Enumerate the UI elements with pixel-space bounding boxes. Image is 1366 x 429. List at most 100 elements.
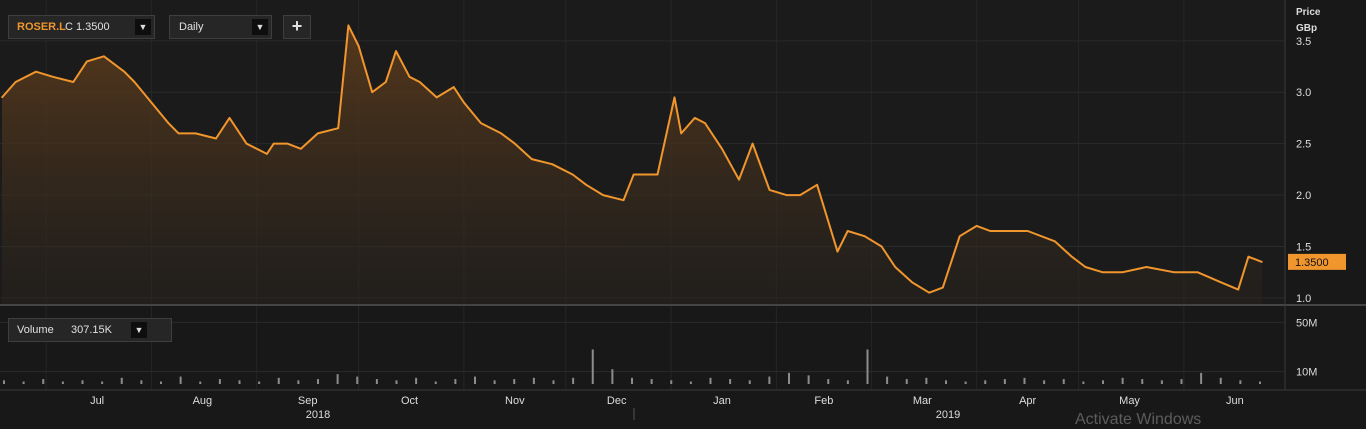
volume-bar	[297, 380, 300, 384]
x-tick-label: Apr	[1019, 395, 1036, 407]
price-point	[656, 173, 659, 176]
price-axis-title: Price	[1296, 7, 1321, 18]
price-point	[975, 225, 978, 227]
volume-bar	[356, 376, 359, 384]
price-point	[1220, 281, 1223, 284]
price-point	[1006, 230, 1009, 232]
price-tick-label: 1.0	[1296, 293, 1311, 305]
price-point	[514, 142, 516, 145]
price-point	[880, 245, 883, 248]
price-point	[816, 183, 818, 186]
price-point	[785, 194, 788, 196]
volume-bar	[709, 377, 712, 384]
volume-bar	[886, 376, 889, 384]
price-point	[286, 142, 289, 145]
volume-bar	[81, 380, 84, 384]
price-point	[347, 24, 350, 27]
symbol-label: ROSER.L	[17, 21, 66, 33]
volume-bar	[375, 379, 378, 384]
volume-bar	[258, 381, 261, 384]
price-point	[86, 60, 88, 63]
volume-bar	[336, 374, 339, 384]
price-point	[958, 235, 961, 237]
volume-bar	[1239, 380, 1242, 384]
volume-bar	[788, 372, 790, 384]
price-point	[35, 70, 37, 73]
volume-bar	[631, 377, 633, 384]
price-point	[395, 50, 397, 52]
volume-bar	[1062, 379, 1065, 384]
price-tick-label: 3.0	[1296, 87, 1311, 99]
x-tick-label: Feb	[814, 395, 833, 407]
symbol-select[interactable]: ROSER.L C 1.3500 ▼	[8, 15, 155, 39]
volume-bar	[1121, 377, 1124, 384]
price-point	[245, 142, 248, 145]
price-point	[585, 183, 587, 186]
period-select[interactable]: Daily ▼	[169, 15, 272, 39]
volume-bar	[493, 380, 496, 384]
x-tick-label: Dec	[607, 395, 627, 407]
chevron-down-icon[interactable]: ▼	[135, 19, 151, 35]
volume-bar	[689, 381, 692, 384]
volume-bar	[1160, 380, 1163, 384]
price-point	[1, 96, 3, 99]
price-point	[571, 173, 574, 176]
price-point	[894, 266, 897, 268]
volume-bar	[1082, 381, 1085, 384]
price-point	[602, 194, 604, 196]
price-point	[531, 158, 533, 160]
volume-bar	[1141, 379, 1144, 384]
x-tick-label: Jun	[1226, 395, 1244, 407]
price-point	[632, 173, 635, 176]
volume-label: Volume	[17, 324, 54, 336]
price-point	[1084, 266, 1087, 268]
price-point	[721, 147, 723, 150]
add-indicator-button[interactable]: +	[283, 15, 311, 39]
price-point	[266, 153, 268, 155]
price-point	[272, 142, 275, 145]
plus-icon: +	[291, 16, 303, 36]
volume-indicator-select[interactable]: Volume 307.15K ▼	[8, 318, 172, 342]
price-point	[1054, 240, 1056, 243]
price-point	[500, 132, 503, 135]
volume-bar	[1102, 380, 1104, 384]
volume-bar	[1200, 372, 1203, 384]
price-axis-unit: GBp	[1296, 23, 1317, 34]
x-tick-label: Nov	[505, 395, 525, 407]
volume-tick-label: 10M	[1296, 367, 1317, 379]
volume-bar	[650, 379, 653, 384]
price-point	[622, 199, 625, 201]
volume-bar	[101, 381, 104, 384]
price-point	[941, 286, 944, 289]
price-point	[1196, 271, 1199, 273]
chevron-down-icon[interactable]: ▼	[252, 19, 268, 35]
volume-bar	[748, 380, 751, 384]
volume-bar	[395, 380, 398, 384]
volume-bar	[179, 376, 182, 384]
price-point	[435, 96, 438, 99]
price-point	[836, 250, 839, 253]
chevron-down-icon[interactable]: ▼	[131, 322, 147, 338]
price-point	[384, 81, 387, 83]
volume-bar	[317, 379, 319, 384]
year-label: 2019	[936, 409, 960, 421]
price-point	[704, 122, 706, 124]
price-point	[371, 91, 373, 94]
x-tick-label: Oct	[401, 395, 418, 407]
price-point	[673, 96, 676, 99]
volume-bar	[415, 377, 418, 384]
volume-bar	[925, 377, 928, 384]
price-point	[357, 45, 360, 47]
price-point	[228, 117, 231, 119]
volume-bar	[768, 376, 771, 384]
x-tick-label: Jan	[713, 395, 731, 407]
price-point	[694, 117, 696, 119]
volume-bar	[729, 379, 732, 384]
price-point	[1247, 255, 1250, 258]
volume-bar	[277, 377, 280, 384]
price-point	[177, 132, 180, 135]
price-tick-label: 3.5	[1296, 36, 1311, 48]
volume-bar	[827, 379, 830, 384]
price-point	[799, 194, 801, 196]
